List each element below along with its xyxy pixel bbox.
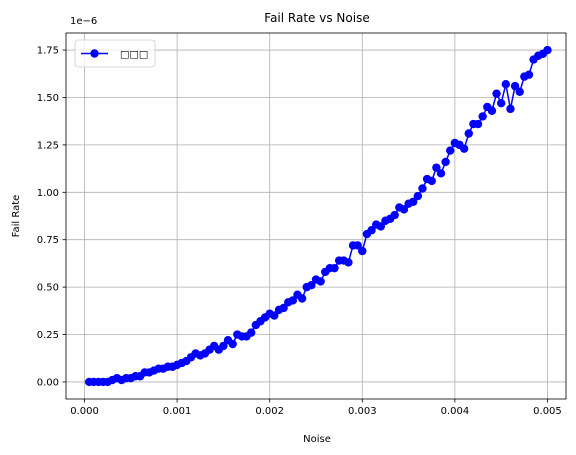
data-point [501,80,511,89]
data-point [506,104,515,114]
legend: □□□ [74,39,156,68]
y-axis-label: Fail Rate [11,195,22,238]
data-point [316,277,325,286]
data-point [409,197,418,206]
data-point [487,106,497,115]
data-point [307,281,316,290]
y-tick-label: 0.50 [37,283,59,294]
data-point [459,144,469,153]
legend-frame [74,39,156,68]
data-point [510,81,520,91]
data-point [270,311,279,320]
data-point [436,169,446,178]
data-point [353,241,362,250]
data-point [246,328,256,337]
data-point [376,222,386,231]
data-point [478,112,487,121]
ticks: 0.000 0.001 0.002 0.003 0.004 0.005 0.00 0.25 0.… [37,46,562,417]
data-point [390,210,399,220]
data-point [367,226,376,235]
data-point [543,45,552,55]
data-point [228,339,237,349]
y-tick-label: 0.25 [37,330,59,341]
data-point [413,191,423,201]
data-point [358,246,367,256]
data-point [464,129,473,138]
data-point [297,294,307,303]
data-point [399,205,409,214]
x-tick-label: 0.005 [533,406,562,417]
series-line [89,49,548,383]
x-tick-label: 0.003 [348,406,377,417]
x-tick-label: 0.004 [441,406,470,417]
data-point [524,70,534,79]
data-point [515,87,524,96]
data-point [288,296,298,305]
y-tick-label: 1.25 [37,140,59,151]
plot-frame [65,32,567,400]
y-tick-label: 1.75 [37,46,59,57]
data-point [330,263,339,273]
legend-label: □□□ [120,50,148,61]
data-point [496,98,506,108]
data-point [432,163,441,172]
data-point [418,184,427,193]
data-point [441,157,450,167]
y-tick-label: 0.75 [37,235,59,246]
data-point [344,258,353,267]
x-tick-label: 0.000 [70,406,99,417]
y-tick-label: 1.00 [37,188,59,199]
data-point [427,176,436,186]
series-layer [84,45,552,387]
data-point [446,146,455,155]
y-tick-label: 0.00 [37,377,59,388]
chart-title: Fail Rate vs Noise [264,11,369,25]
y-tick-label: 1.50 [37,93,59,104]
x-tick-label: 0.002 [255,406,284,417]
data-point [279,303,288,313]
legend-marker [90,49,99,58]
data-point [473,119,483,129]
grid [66,33,566,399]
y-offset-text: 1e−6 [70,16,97,27]
x-tick-label: 0.001 [163,406,192,417]
data-point [492,89,501,98]
x-axis-label: Noise [303,434,331,445]
data-point [219,341,228,351]
